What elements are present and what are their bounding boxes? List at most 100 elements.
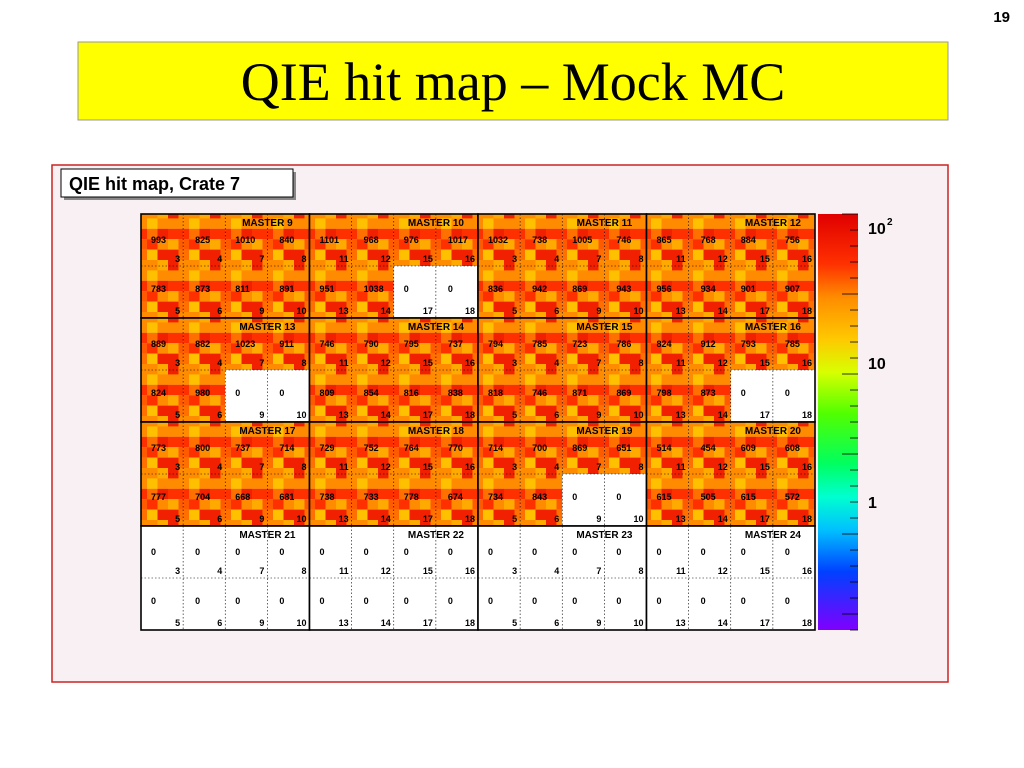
channel-label: 16: [802, 254, 812, 264]
cell-count: 0: [151, 547, 156, 557]
channel-label: 11: [339, 462, 349, 472]
cell-count: 976: [404, 235, 419, 245]
channel-label: 10: [633, 306, 643, 316]
cell: [183, 266, 226, 318]
cell-count: 912: [701, 339, 716, 349]
cell-count: 840: [279, 235, 294, 245]
channel-label: 6: [554, 410, 559, 420]
channel-label: 11: [339, 566, 349, 576]
cell-count: 651: [616, 443, 631, 453]
cell: [520, 474, 563, 526]
channel-label: 12: [381, 566, 391, 576]
cell-count: 773: [151, 443, 166, 453]
cell: [351, 318, 394, 370]
color-bar-exponent: 2: [887, 217, 893, 228]
channel-label: 14: [381, 306, 391, 316]
cell-count: 777: [151, 492, 166, 502]
cell: [688, 214, 731, 266]
cell-count: 668: [235, 492, 250, 502]
cell-count: 738: [320, 492, 335, 502]
channel-label: 12: [718, 254, 728, 264]
cell-count: 0: [195, 547, 200, 557]
cell-count: 0: [279, 547, 284, 557]
cell: [267, 526, 310, 578]
master-label: MASTER 19: [576, 426, 633, 437]
cell-count: 0: [320, 596, 325, 606]
cell: [351, 422, 394, 474]
cell: [562, 578, 605, 630]
cell: [309, 578, 352, 630]
cell: [688, 578, 731, 630]
cell: [562, 422, 605, 474]
cell: [267, 422, 310, 474]
cell-count: 843: [532, 492, 547, 502]
cell-count: 891: [279, 284, 294, 294]
cell: [478, 422, 521, 474]
cell: [520, 214, 563, 266]
cell-count: 0: [448, 284, 453, 294]
cell: [225, 266, 268, 318]
cell-count: 0: [572, 492, 577, 502]
cell-count: 609: [741, 443, 756, 453]
channel-label: 14: [718, 618, 728, 628]
channel-label: 18: [802, 410, 812, 420]
cell-count: 1017: [448, 235, 468, 245]
channel-label: 16: [465, 566, 475, 576]
color-bar-label: 10: [868, 356, 886, 373]
channel-label: 11: [676, 566, 686, 576]
hit-map: 9933825410107840878358736811989110MASTER…: [140, 213, 816, 631]
channel-label: 11: [339, 254, 349, 264]
channel-label: 7: [259, 566, 264, 576]
cell-count: 1038: [364, 284, 384, 294]
cell: [772, 370, 815, 422]
cell-count: 0: [616, 547, 621, 557]
channel-label: 5: [175, 618, 180, 628]
cell-count: 723: [572, 339, 587, 349]
cell: [688, 318, 731, 370]
channel-label: 14: [381, 410, 391, 420]
title: QIE hit map – Mock MC: [241, 52, 785, 112]
cell: [183, 214, 226, 266]
cell: [562, 266, 605, 318]
cell: [478, 578, 521, 630]
channel-label: 17: [760, 514, 770, 524]
master-label: MASTER 13: [239, 322, 296, 333]
channel-label: 17: [423, 306, 433, 316]
cell-count: 764: [404, 443, 419, 453]
cell: [604, 526, 647, 578]
cell: [267, 370, 310, 422]
master-label: MASTER 10: [408, 218, 465, 229]
cell-count: 0: [404, 284, 409, 294]
channel-label: 3: [512, 358, 517, 368]
master-label: MASTER 9: [242, 218, 293, 229]
cell-count: 714: [488, 443, 503, 453]
cell: [393, 370, 436, 422]
channel-label: 10: [633, 514, 643, 524]
cell: [772, 526, 815, 578]
cell-count: 608: [785, 443, 800, 453]
cell: [267, 578, 310, 630]
cell-count: 0: [785, 547, 790, 557]
channel-label: 17: [423, 618, 433, 628]
cell: [688, 266, 731, 318]
channel-label: 18: [802, 514, 812, 524]
cell: [730, 526, 773, 578]
cell-count: 0: [785, 388, 790, 398]
channel-label: 12: [718, 566, 728, 576]
cell: [478, 474, 521, 526]
master-label: MASTER 15: [576, 322, 633, 333]
channel-label: 13: [676, 618, 686, 628]
cell-count: 818: [488, 388, 503, 398]
cell-count: 1010: [235, 235, 255, 245]
cell-count: 873: [701, 388, 716, 398]
cell-count: 0: [785, 596, 790, 606]
channel-label: 4: [554, 462, 559, 472]
cell: [562, 318, 605, 370]
channel-label: 12: [718, 358, 728, 368]
cell-count: 838: [448, 388, 463, 398]
cell: [520, 266, 563, 318]
cell: [435, 318, 478, 370]
channel-label: 16: [802, 358, 812, 368]
channel-label: 11: [676, 254, 686, 264]
